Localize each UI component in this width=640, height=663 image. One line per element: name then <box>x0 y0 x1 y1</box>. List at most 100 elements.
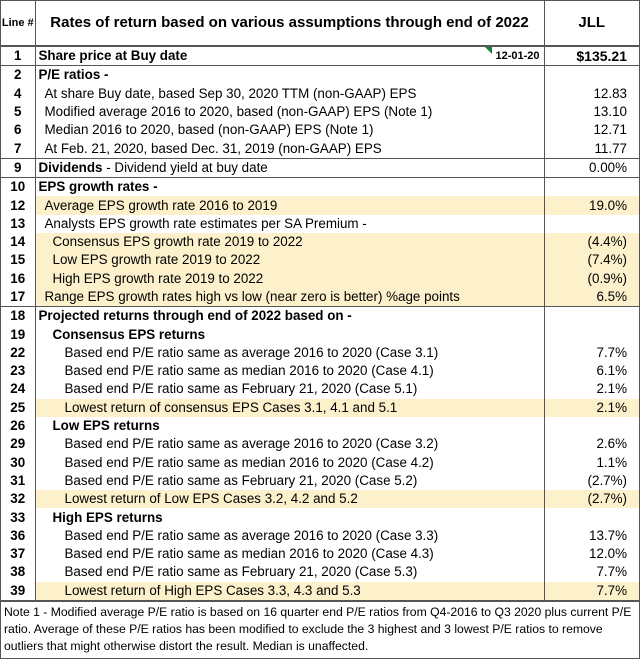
line-number: 7 <box>1 139 36 159</box>
row-value <box>543 416 639 436</box>
row-label: Low EPS growth rate 2019 to 2022 <box>35 251 544 270</box>
line-number: 37 <box>1 545 36 564</box>
row-value: 13.10 <box>543 102 639 122</box>
row-value: 2.1% <box>543 398 639 417</box>
row-label: Lowest return of Low EPS Cases 3.2, 4.2 … <box>35 490 544 509</box>
row-label: Based end P/E ratio same as median 2016 … <box>64 454 434 470</box>
table-row: 15 Low EPS growth rate 2019 to 2022 (7.4… <box>1 251 639 270</box>
row-value: 7.7% <box>543 343 639 363</box>
section-heading: Projected returns through end of 2022 ba… <box>35 306 544 326</box>
row-label-text: Share price at Buy date <box>38 48 188 64</box>
table-row: 2 P/E ratios - <box>1 65 639 85</box>
row-value: (2.7%) <box>543 490 639 509</box>
ticker-header: JLL <box>543 1 639 47</box>
row-label: Median 2016 to 2020, based (non-GAAP) EP… <box>44 122 374 138</box>
row-value <box>543 508 639 527</box>
line-header: Line # <box>1 1 36 47</box>
buy-date: 12-01-20 <box>495 50 540 62</box>
table-row: 10 EPS growth rates - <box>1 177 639 197</box>
row-value: 11.77 <box>543 139 639 159</box>
table-row: 38 Based end P/E ratio same as February … <box>1 563 639 582</box>
line-number: 2 <box>1 65 36 85</box>
table-row: 25 Lowest return of consensus EPS Cases … <box>1 398 639 417</box>
row-label: Share price at Buy date 12-01-20 <box>35 46 544 66</box>
table-row: 37 Based end P/E ratio same as median 20… <box>1 545 639 564</box>
table-row: 17 Range EPS growth rates high vs low (n… <box>1 287 639 307</box>
table-row: 30 Based end P/E ratio same as median 20… <box>1 453 639 472</box>
row-value: 2.1% <box>543 380 639 399</box>
table-row: 22 Based end P/E ratio same as average 2… <box>1 343 639 363</box>
subsection-heading: High EPS returns <box>52 509 163 525</box>
row-value <box>543 65 639 85</box>
footnote: Note 1 - Modified average P/E ratio is b… <box>1 599 639 658</box>
table-row: 16 High EPS growth rate 2019 to 2022 (0.… <box>1 269 639 288</box>
line-number: 33 <box>1 508 36 527</box>
table-row: 24 Based end P/E ratio same as February … <box>1 380 639 399</box>
line-number: 26 <box>1 416 36 436</box>
line-number: 1 <box>1 46 36 66</box>
line-number: 22 <box>1 343 36 363</box>
row-label: Based end P/E ratio same as February 21,… <box>64 472 418 488</box>
section-heading: EPS growth rates - <box>35 177 544 197</box>
table-row: 31 Based end P/E ratio same as February … <box>1 471 639 491</box>
row-label-text: - Dividend yield at buy date <box>102 159 268 175</box>
line-number: 4 <box>1 84 36 103</box>
row-value: 1.1% <box>543 453 639 472</box>
line-number: 36 <box>1 526 36 546</box>
row-label: Dividends - Dividend yield at buy date <box>35 157 544 178</box>
subsection-heading: Consensus EPS returns <box>52 326 206 342</box>
line-number: 6 <box>1 121 36 140</box>
line-number: 24 <box>1 380 36 399</box>
row-label: Range EPS growth rates high vs low (near… <box>35 287 544 307</box>
line-number: 14 <box>1 232 36 252</box>
line-number: 18 <box>1 306 36 326</box>
row-label: Lowest return of consensus EPS Cases 3.1… <box>35 398 544 417</box>
table-row: 32 Lowest return of Low EPS Cases 3.2, 4… <box>1 490 639 509</box>
line-number: 19 <box>1 325 36 344</box>
table-row: 14 Consensus EPS growth rate 2019 to 202… <box>1 232 639 252</box>
section-heading: P/E ratios - <box>35 65 544 85</box>
table-row: 9 Dividends - Dividend yield at buy date… <box>1 157 639 178</box>
table-row: 5 Modified average 2016 to 2020, based (… <box>1 102 639 122</box>
row-value: 12.71 <box>543 121 639 140</box>
line-number: 12 <box>1 196 36 215</box>
table-row: 39 Lowest return of High EPS Cases 3.3, … <box>1 581 639 600</box>
row-value: (7.4%) <box>543 251 639 270</box>
row-label: High EPS growth rate 2019 to 2022 <box>35 269 544 288</box>
table-row: 18 Projected returns through end of 2022… <box>1 306 639 326</box>
line-number: 9 <box>1 157 36 178</box>
line-number: 38 <box>1 563 36 582</box>
subsection-heading: Low EPS returns <box>52 418 160 434</box>
line-number: 16 <box>1 269 36 288</box>
header-row: Line # Rates of return based on various … <box>1 1 639 47</box>
table-row: 26 Low EPS returns <box>1 416 639 436</box>
table-row: 4 At share Buy date, based Sep 30, 2020 … <box>1 84 639 103</box>
row-value: 0.00% <box>543 157 639 178</box>
table-row: 19 Consensus EPS returns <box>1 325 639 344</box>
table-row: 12 Average EPS growth rate 2016 to 2019 … <box>1 196 639 215</box>
row-value: 6.5% <box>543 287 639 307</box>
table-row: 33 High EPS returns <box>1 508 639 527</box>
row-value: 7.7% <box>543 581 639 600</box>
row-value: (4.4%) <box>543 232 639 252</box>
row-value: 12.0% <box>543 545 639 564</box>
row-label: Based end P/E ratio same as February 21,… <box>64 381 418 397</box>
section-heading: Dividends <box>38 159 103 175</box>
row-label: Analysts EPS growth rate estimates per S… <box>44 215 367 231</box>
line-number: 5 <box>1 102 36 122</box>
row-label: Average EPS growth rate 2016 to 2019 <box>35 196 544 215</box>
line-number: 39 <box>1 581 36 600</box>
line-number: 25 <box>1 398 36 417</box>
row-value <box>543 325 639 344</box>
row-value: (2.7%) <box>543 471 639 491</box>
row-value: 12.83 <box>543 84 639 103</box>
table-row: 23 Based end P/E ratio same as median 20… <box>1 362 639 381</box>
line-number: 10 <box>1 177 36 197</box>
row-value: $135.21 <box>543 46 639 66</box>
row-value: (0.9%) <box>543 269 639 288</box>
row-value: 7.7% <box>543 563 639 582</box>
line-number: 15 <box>1 251 36 270</box>
row-value: 13.7% <box>543 526 639 546</box>
line-number: 29 <box>1 435 36 454</box>
